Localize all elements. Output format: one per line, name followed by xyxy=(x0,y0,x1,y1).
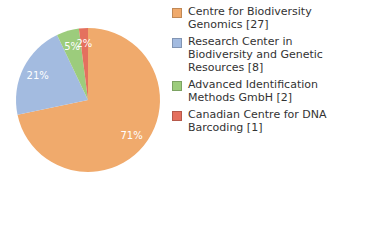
svg-text:5%: 5% xyxy=(64,40,81,52)
html-text:Centre for Biodiversity Genomi: Centre for Biodiversity Genomics [27] xyxy=(188,5,312,31)
svg-text:21%: 21% xyxy=(27,70,49,81)
html-text:Canadian Centre for DNA Barcod: Canadian Centre for DNA Barcoding [1] xyxy=(188,108,327,134)
svg-text:2%: 2% xyxy=(77,38,93,49)
html-text:Research Center in Biodiversit: Research Center in Biodiversity and Gene… xyxy=(188,35,323,74)
svg-text:71%: 71% xyxy=(120,130,142,141)
html-text:Advanced Identification Method: Advanced Identification Methods GmbH [2] xyxy=(188,78,318,104)
